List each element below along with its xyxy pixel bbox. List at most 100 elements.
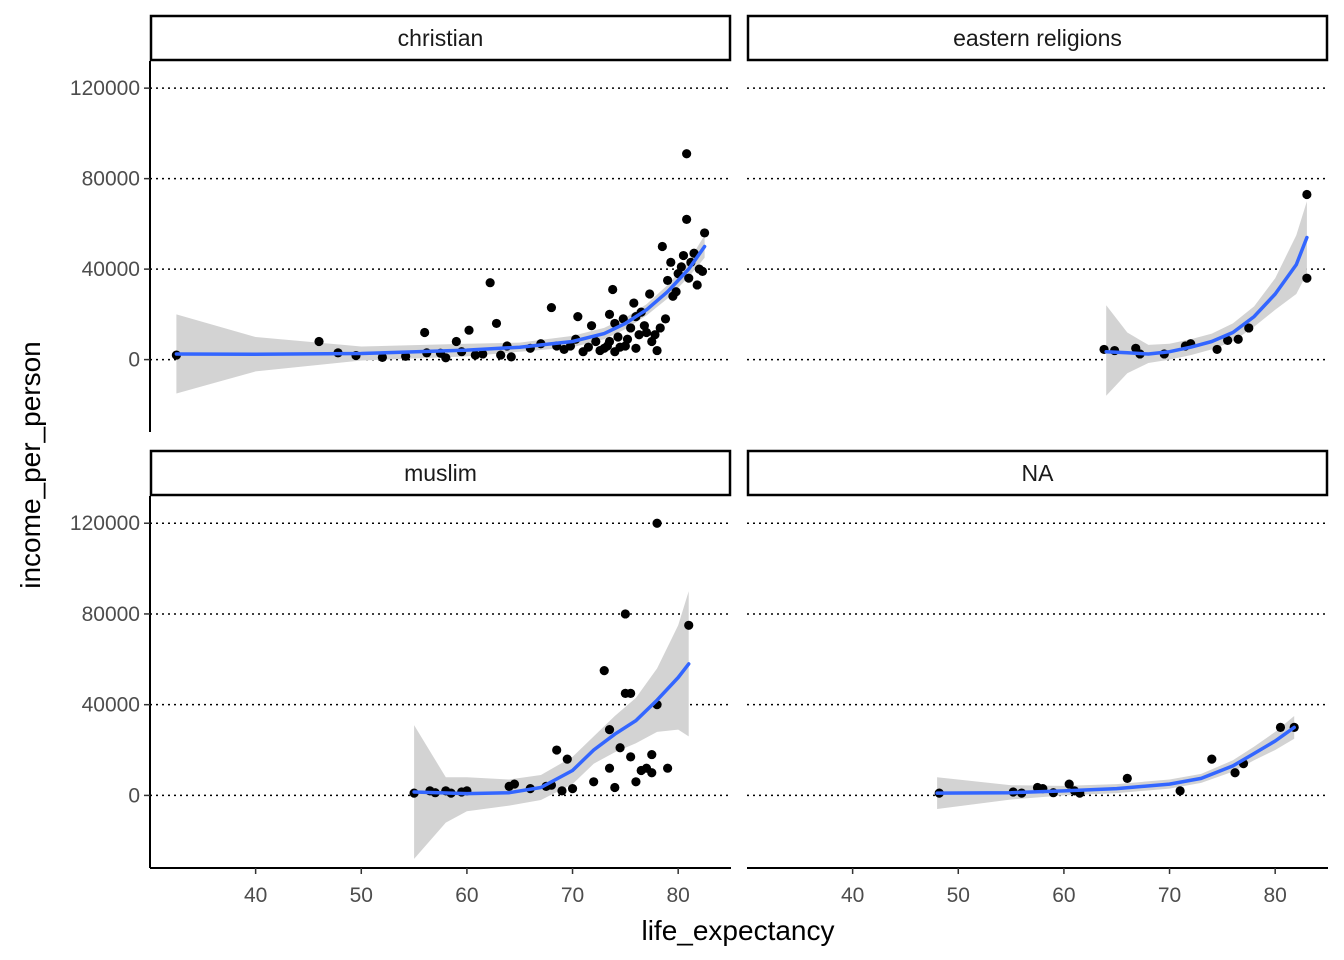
data-point — [645, 289, 655, 299]
facet-strip — [149, 14, 732, 62]
data-point — [629, 298, 639, 308]
data-point — [583, 342, 593, 352]
x-tick-label: 50 — [350, 884, 373, 907]
data-point — [615, 743, 625, 753]
data-point — [491, 318, 502, 329]
data-point — [573, 312, 583, 322]
data-point — [478, 349, 488, 359]
smooth-line — [1104, 235, 1309, 356]
facet-panel-2: muslim 0 40000 80000 120000 — [70, 449, 732, 869]
data-point — [565, 341, 576, 351]
data-point — [506, 352, 516, 362]
data-point — [650, 330, 660, 340]
x-axis-ticks: 40 50 60 70 80 40 50 60 70 80 — [244, 868, 1287, 907]
confidence-band — [937, 716, 1295, 809]
data-point — [604, 309, 615, 319]
smooth-line — [174, 244, 707, 356]
facet-strip — [746, 14, 1329, 62]
data-point — [586, 321, 597, 331]
confidence-band — [1106, 201, 1307, 396]
data-point — [610, 782, 620, 793]
data-point — [1223, 335, 1233, 345]
data-point — [699, 228, 710, 238]
y-axis-title: income_per_person — [15, 341, 46, 589]
data-point — [663, 763, 673, 773]
data-point — [655, 323, 665, 333]
data-point — [604, 763, 615, 773]
confidence-band — [414, 591, 689, 859]
data-point — [377, 352, 387, 362]
data-point — [620, 609, 630, 619]
x-tick-label: 60 — [1052, 884, 1075, 907]
data-point — [608, 284, 618, 295]
smooth-line — [935, 725, 1296, 795]
data-point — [1302, 273, 1312, 283]
data-point — [678, 250, 689, 261]
data-point — [509, 779, 520, 789]
data-point — [626, 323, 636, 333]
x-axis-title: life_expectancy — [641, 915, 834, 946]
data-point — [626, 688, 636, 698]
y-tick-label: 0 — [128, 784, 140, 807]
data-point — [682, 214, 692, 224]
x-tick-label: 40 — [841, 884, 864, 907]
data-point — [589, 777, 599, 787]
data-point — [401, 351, 411, 361]
facet-strip-label: muslim — [404, 460, 477, 486]
data-point — [626, 752, 636, 762]
facet-strip-label: NA — [1022, 460, 1055, 486]
x-tick-label: 40 — [244, 884, 267, 907]
data-point — [464, 325, 474, 335]
facet-panel-0: christian 0 40000 80000 120000 — [70, 14, 732, 432]
x-tick-label: 60 — [455, 884, 478, 907]
y-tick-label: 40000 — [82, 258, 140, 281]
data-point — [647, 749, 657, 760]
data-point — [647, 768, 657, 778]
data-point — [622, 334, 633, 344]
data-point — [1175, 786, 1185, 796]
data-point — [671, 287, 681, 297]
data-point — [1302, 189, 1312, 200]
data-point — [451, 336, 461, 347]
data-point — [634, 330, 644, 340]
y-tick-label: 120000 — [70, 77, 140, 100]
data-point — [604, 336, 615, 347]
y-tick-label: 80000 — [82, 168, 140, 191]
data-point — [604, 725, 615, 735]
facet-strip-label: christian — [398, 25, 484, 51]
data-point — [684, 273, 694, 283]
x-tick-label: 80 — [667, 884, 690, 907]
data-point — [1207, 754, 1217, 764]
data-point — [599, 666, 609, 676]
data-point — [314, 336, 324, 347]
x-tick-label: 70 — [561, 884, 584, 907]
data-point — [546, 302, 557, 313]
y-tick-label: 120000 — [70, 512, 140, 535]
data-point — [591, 336, 601, 347]
data-point — [660, 314, 671, 324]
data-point — [1230, 768, 1240, 778]
data-point — [496, 350, 506, 360]
data-point — [1275, 722, 1286, 732]
data-point — [1212, 344, 1222, 355]
data-point — [682, 149, 692, 159]
data-point — [618, 314, 628, 324]
data-point — [485, 278, 495, 288]
y-tick-label: 80000 — [82, 603, 140, 626]
data-point — [557, 786, 567, 796]
facet-strip — [149, 449, 732, 497]
data-point — [470, 350, 480, 360]
facet-panel-3: NA — [746, 449, 1329, 869]
data-point — [684, 620, 694, 630]
x-tick-label: 70 — [1158, 884, 1181, 907]
data-point — [692, 280, 702, 290]
data-point — [663, 275, 673, 286]
facet-panel-1: eastern religions — [746, 14, 1329, 396]
data-point — [567, 784, 578, 794]
data-point — [552, 745, 562, 755]
data-point — [697, 266, 708, 276]
confidence-band — [176, 235, 705, 394]
data-point — [652, 518, 662, 528]
facet-strip — [746, 449, 1329, 497]
